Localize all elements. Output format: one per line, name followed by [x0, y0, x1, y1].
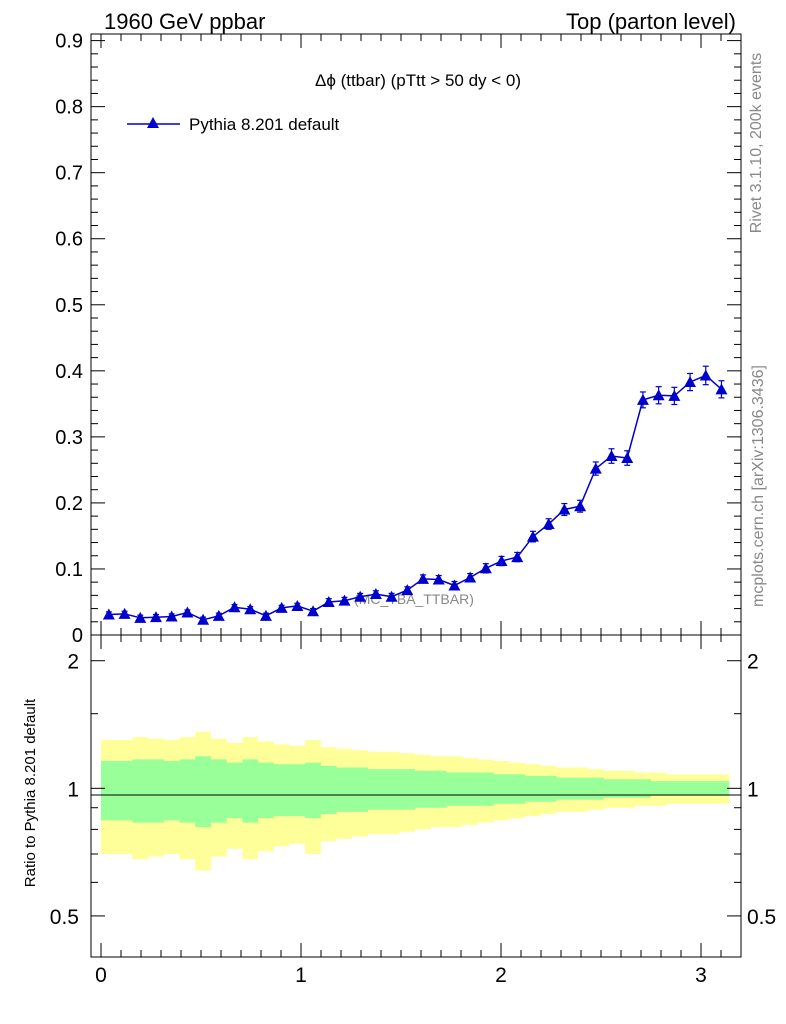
main-y-tick-label: 0.7	[55, 163, 83, 185]
ratio-plot-panel: 0.5 0.5 1 1 2 2 0 1 2 3 Ratio to Pythia 8.201 de…	[22, 634, 776, 987]
data-point-marker	[574, 500, 587, 512]
data-point-marker	[369, 588, 382, 600]
main-y-tick-label: 0.5	[55, 295, 83, 317]
data-point-marker	[636, 393, 649, 405]
data-point-marker	[165, 610, 178, 622]
data-point-marker	[652, 389, 665, 401]
ratio-y-tick-label: 0.5	[50, 906, 79, 929]
data-point-marker	[385, 590, 398, 602]
header-left: 1960 GeV ppbar	[104, 9, 265, 34]
main-y-tick-label: 0.3	[55, 427, 83, 449]
data-point-marker	[307, 605, 320, 617]
data-point-marker	[699, 369, 712, 381]
data-point-marker	[212, 609, 225, 621]
ratio-axis-ticks	[91, 635, 741, 957]
series-line	[108, 374, 722, 621]
x-tick-label: 2	[495, 964, 507, 987]
data-point-marker	[526, 530, 539, 542]
data-point-marker	[715, 383, 728, 395]
data-point-marker	[479, 562, 492, 574]
x-tick-labels: 0 1 2 3	[95, 964, 707, 987]
data-point-marker	[118, 607, 131, 619]
data-point-marker	[495, 555, 508, 567]
main-y-tick-label: 0.1	[55, 559, 83, 581]
data-point-marker	[621, 452, 634, 464]
x-tick-label: 0	[95, 964, 107, 987]
ratio-inner-band	[101, 756, 730, 828]
data-point-marker	[322, 595, 335, 607]
ratio-y-tick-label: 2	[67, 651, 79, 674]
data-point-marker	[417, 572, 430, 584]
main-y-tick-label: 0.2	[55, 493, 83, 515]
main-y-tick-label: 0.8	[55, 97, 83, 119]
data-point-marker	[511, 551, 524, 563]
data-point-marker	[558, 503, 571, 515]
data-point-marker	[244, 603, 257, 615]
plot-title: Δϕ (ttbar) (pTtt > 50 dy < 0)	[315, 71, 521, 90]
data-point-marker	[228, 601, 241, 613]
ratio-y-tick-labels: 0.5 0.5 1 1 2 2	[50, 651, 776, 929]
data-point-marker	[102, 608, 115, 620]
data-point-marker	[605, 450, 618, 462]
ratio-y-axis-label: Ratio to Pythia 8.201 default	[22, 698, 39, 887]
data-point-marker	[668, 389, 681, 401]
x-tick-label: 3	[695, 964, 707, 987]
main-y-tick-label: 0.9	[55, 31, 83, 53]
data-point-marker	[448, 579, 461, 591]
main-y-tick-label: 0	[72, 625, 83, 647]
main-plot-panel: 00.10.20.30.40.50.60.70.80.9 (MC_TBA_TTB…	[55, 31, 742, 647]
ratio-y-tick-label-right: 2	[747, 651, 759, 674]
data-point-marker	[134, 611, 147, 623]
main-y-tick-label: 0.4	[55, 361, 83, 383]
data-point-marker	[464, 571, 477, 583]
data-point-marker	[291, 599, 304, 611]
rivet-label: Rivet 3.1.10, 200k events	[748, 53, 765, 234]
data-point-marker	[401, 584, 414, 596]
header-right: Top (parton level)	[566, 9, 736, 34]
ratio-frame	[90, 634, 742, 958]
data-point-marker	[684, 376, 697, 388]
data-point-marker	[275, 601, 288, 613]
data-point-marker	[589, 462, 602, 474]
data-point-marker	[197, 613, 210, 625]
legend: Pythia 8.201 default	[127, 115, 340, 134]
legend-label: Pythia 8.201 default	[189, 115, 340, 134]
data-point-marker	[542, 518, 555, 530]
main-series-layer	[102, 365, 728, 625]
data-point-marker	[354, 590, 367, 602]
data-point-marker	[432, 573, 445, 585]
ratio-y-tick-label: 1	[67, 778, 79, 801]
ratio-y-tick-label-right: 0.5	[747, 906, 776, 929]
data-point-marker	[338, 594, 351, 606]
data-point-marker	[181, 606, 194, 618]
data-point-marker	[149, 611, 162, 623]
x-tick-label: 1	[295, 964, 307, 987]
mcplots-label: mcplots.cern.ch [arXiv:1306.3436]	[750, 365, 767, 607]
ratio-y-tick-label-right: 1	[747, 778, 759, 801]
main-y-tick-label: 0.6	[55, 229, 83, 251]
main-axis-ticks	[91, 34, 741, 636]
main-y-tick-labels: 0 0.1 0.2 0.3 0.4 0.5 0.6 0.7 0.8 0.9	[55, 31, 83, 647]
ratio-bands	[101, 731, 730, 871]
legend-marker	[147, 117, 159, 128]
data-point-marker	[259, 609, 272, 621]
